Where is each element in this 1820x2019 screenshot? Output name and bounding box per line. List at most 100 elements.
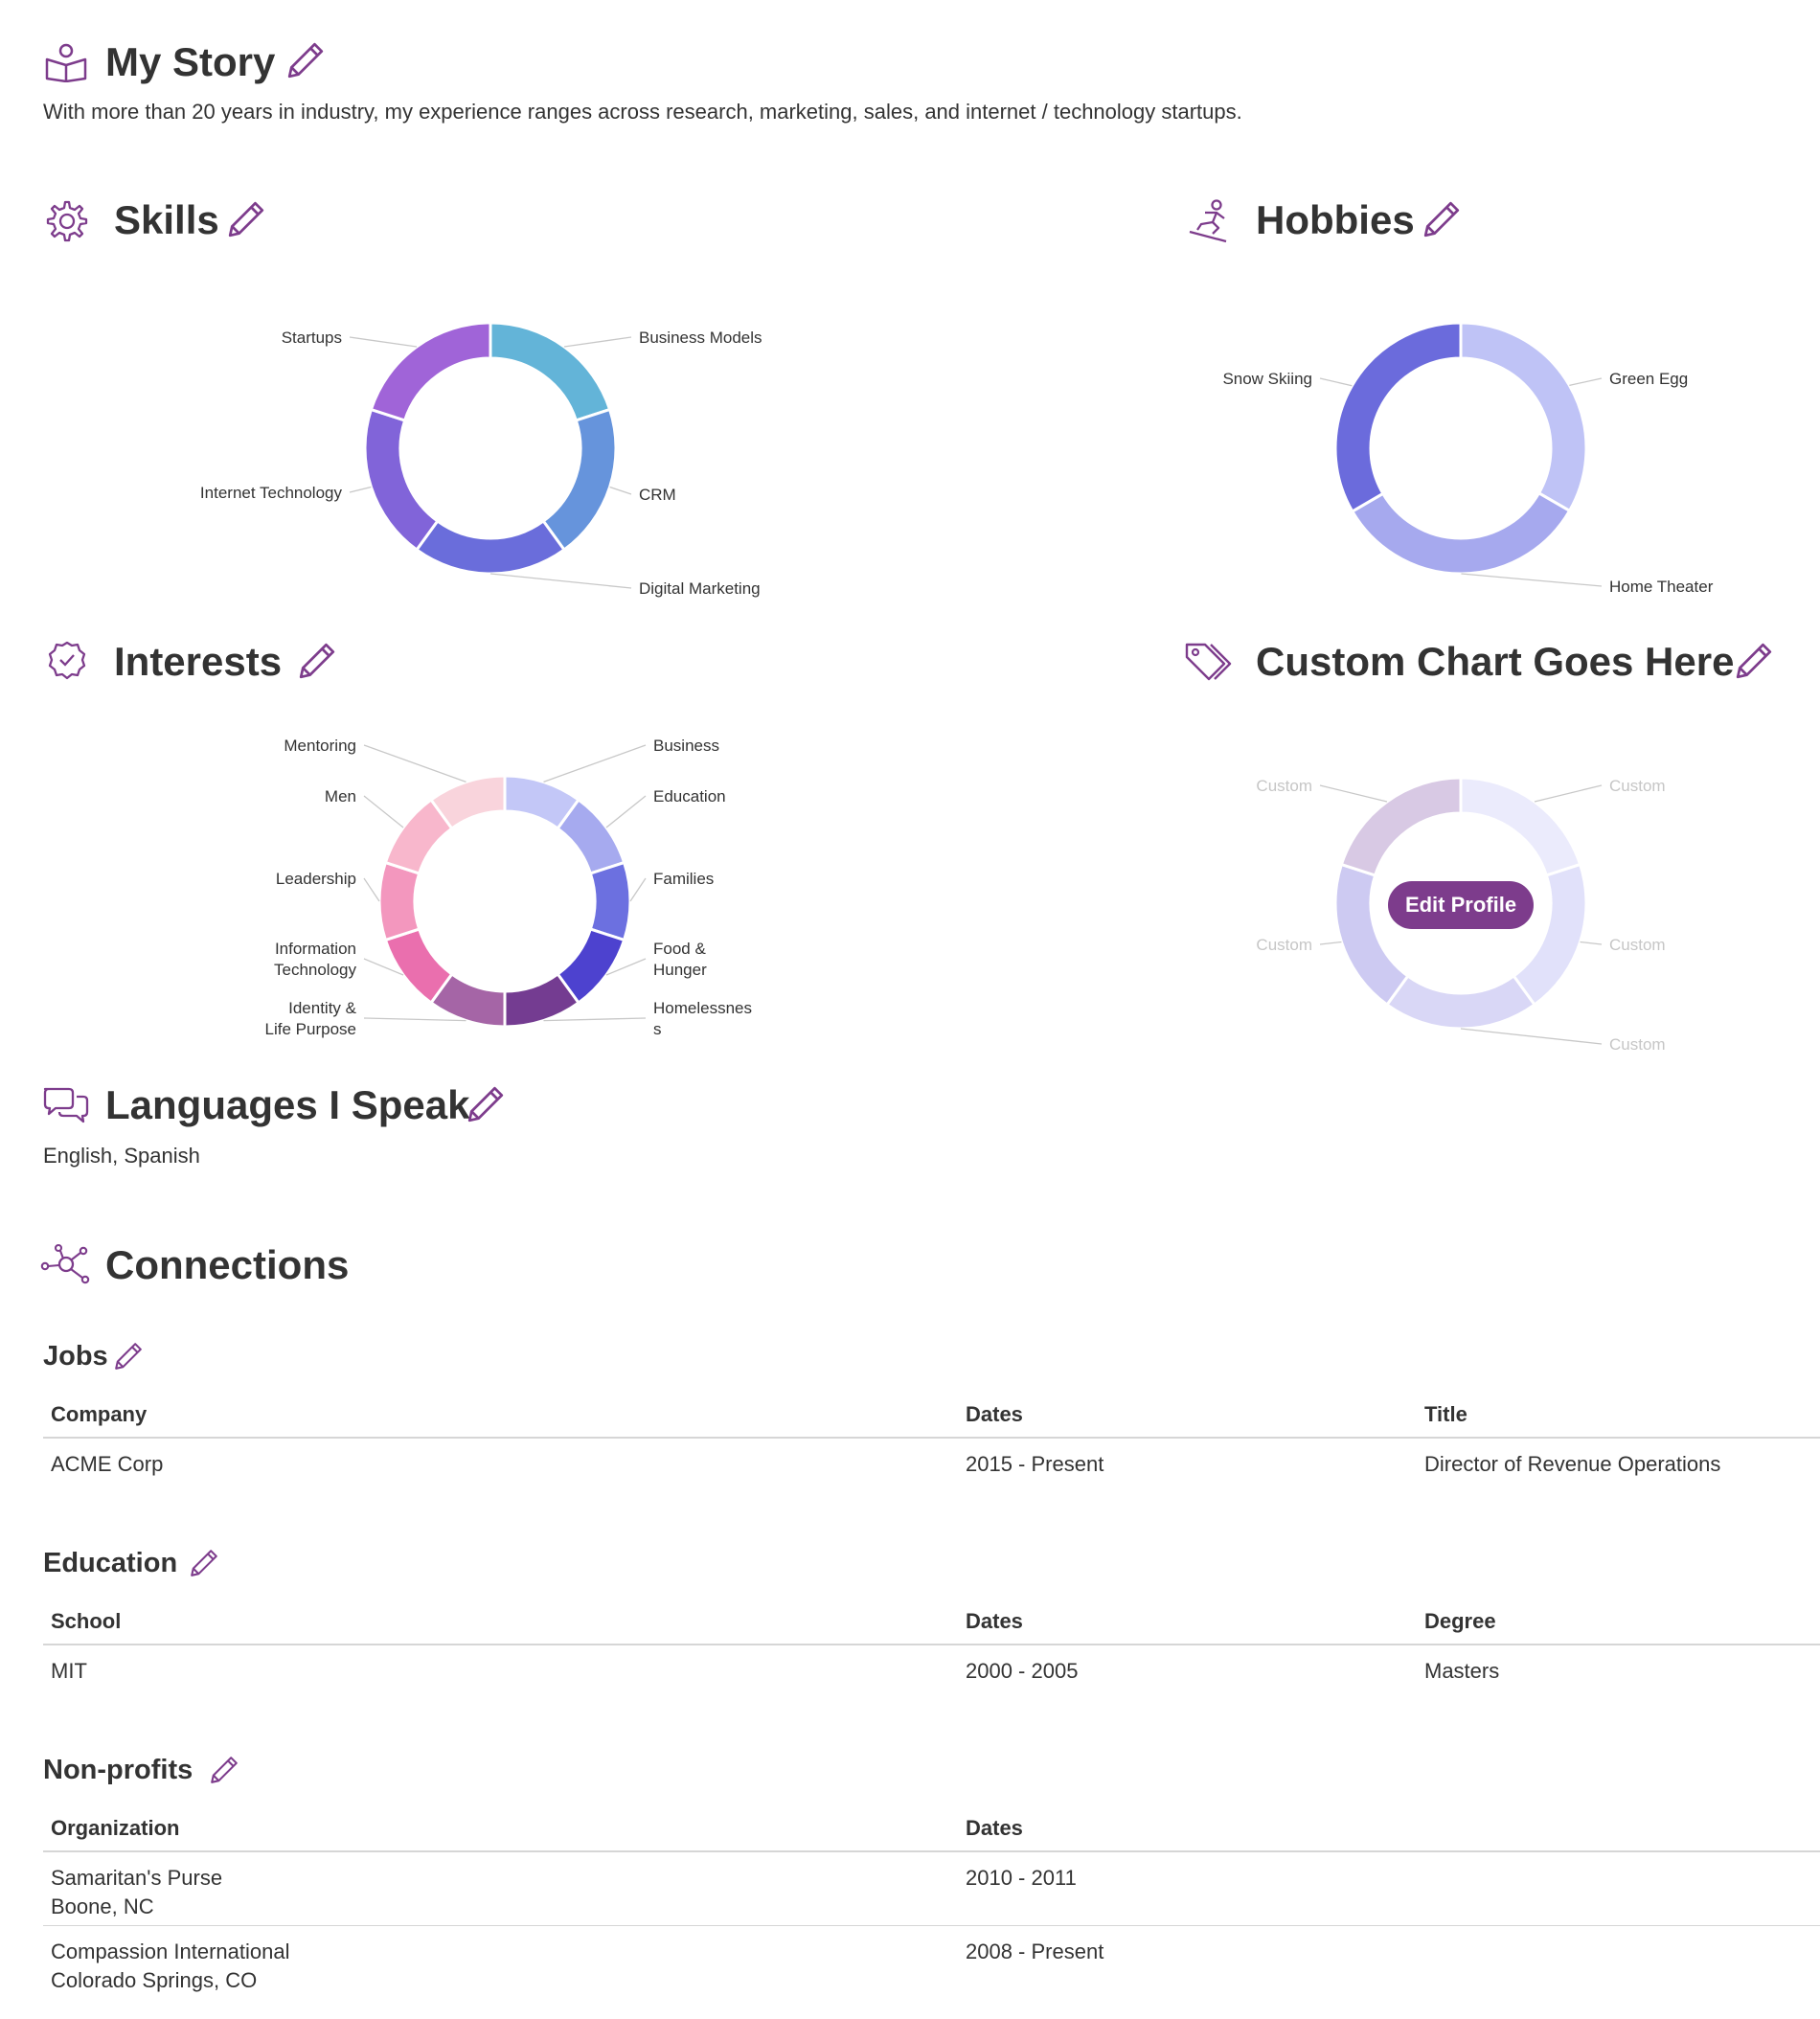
interests-title: Interests: [114, 639, 283, 684]
slice-label: Identity & Life Purpose: [265, 999, 357, 1038]
donut-slice: [377, 860, 421, 942]
label-leader-line: [363, 795, 404, 828]
job-dates: 2015 - Present: [966, 1452, 1104, 1476]
edit-languages-pencil-icon[interactable]: [466, 1084, 506, 1124]
donut-slice: [414, 518, 567, 576]
edit-jobs-pencil-icon[interactable]: [113, 1341, 144, 1372]
column-header-company: Company: [51, 1402, 148, 1426]
nonprofits-table: Organization Dates Samaritan's Purse Boo…: [43, 1806, 1820, 1999]
donut-slice: [428, 774, 507, 831]
donut-slice: [588, 860, 632, 942]
hobbies-title: Hobbies: [1256, 197, 1415, 242]
table-row: Samaritan's Purse Boone, NC 2010 - 2011: [43, 1852, 1820, 1926]
label-leader-line: [543, 744, 647, 783]
hobbies-donut-chart: Green Egg Home Theater Snow Skiing: [1222, 321, 1714, 596]
tags-icon: [1185, 643, 1232, 681]
donut-slice: [1384, 973, 1537, 1031]
education-school: MIT: [51, 1659, 87, 1683]
donut-slice: [541, 407, 618, 553]
label-leader-line: [349, 336, 418, 348]
connections-title: Connections: [105, 1242, 350, 1287]
languages-text: English, Spanish: [43, 1144, 200, 1168]
column-header-organization: Organization: [51, 1816, 180, 1840]
label-leader-line: [363, 1017, 466, 1022]
edit-hobbies-pencil-icon[interactable]: [1422, 199, 1462, 239]
badge-check-icon: [48, 641, 86, 680]
label-leader-line: [363, 958, 404, 976]
label-leader-line: [605, 958, 647, 976]
slice-label: Men: [325, 787, 356, 805]
slice-label: Business: [653, 737, 719, 755]
custom-chart-title: Custom Chart Goes Here: [1256, 639, 1735, 684]
table-header: School Dates Degree: [43, 1599, 1820, 1645]
table-row: MIT 2000 - 2005 Masters: [43, 1645, 1820, 1699]
jobs-title: Jobs: [43, 1341, 108, 1372]
slice-label: Food & Hunger: [653, 940, 707, 979]
slice-label: Custom: [1256, 936, 1312, 954]
column-header-degree: Degree: [1424, 1609, 1496, 1633]
column-header-title: Title: [1424, 1402, 1467, 1426]
donut-slice: [1333, 321, 1463, 514]
column-header-dates: Dates: [966, 1609, 1023, 1633]
edit-story-pencil-icon[interactable]: [285, 40, 326, 80]
slice-label: Snow Skiing: [1222, 370, 1312, 388]
label-leader-line: [349, 486, 372, 493]
gear-icon: [46, 200, 88, 242]
education-degree: Masters: [1424, 1659, 1500, 1683]
edit-education-pencil-icon[interactable]: [189, 1548, 219, 1578]
custom-donut-chart: Custom Custom Custom Custom Custom: [1256, 776, 1666, 1054]
label-leader-line: [1534, 784, 1603, 803]
slice-label: CRM: [639, 486, 676, 504]
donut-slice: [1339, 776, 1463, 877]
edit-nonprofits-pencil-icon[interactable]: [209, 1755, 239, 1785]
education-table: School Dates Degree MIT 2000 - 2005 Mast…: [43, 1599, 1820, 1699]
table-row: ACME Corp 2015 - Present Director of Rev…: [43, 1439, 1820, 1492]
job-company: ACME Corp: [51, 1452, 164, 1476]
slice-label: Custom: [1609, 936, 1666, 954]
slice-label: Business Models: [639, 329, 762, 347]
slice-label: Custom: [1609, 777, 1666, 795]
donut-slice: [1459, 776, 1582, 877]
edit-skills-pencil-icon[interactable]: [226, 199, 266, 239]
label-leader-line: [363, 877, 380, 902]
label-leader-line: [605, 795, 647, 828]
nonprofit-location: Boone, NC: [51, 1894, 154, 1918]
edit-interests-pencil-icon[interactable]: [297, 641, 337, 681]
label-leader-line: [1319, 377, 1353, 387]
nonprofits-title: Non-profits: [43, 1755, 193, 1785]
label-leader-line: [1319, 784, 1388, 803]
label-leader-line: [1461, 573, 1603, 587]
slice-label: Leadership: [276, 870, 356, 888]
table-header: Organization Dates: [43, 1806, 1820, 1852]
donut-slice: [1350, 490, 1572, 576]
label-leader-line: [563, 336, 632, 348]
slice-label: Information Technology: [274, 940, 357, 979]
label-leader-line: [363, 744, 466, 783]
donut-slice: [1459, 321, 1588, 513]
label-leader-line: [1580, 941, 1603, 945]
skier-icon: [1189, 199, 1227, 243]
book-reader-icon: [45, 43, 87, 82]
nonprofit-dates: 2010 - 2011: [966, 1866, 1077, 1890]
slice-label: Homelessnes s: [653, 999, 752, 1038]
slice-label: Internet Technology: [200, 484, 343, 502]
label-leader-line: [1460, 1028, 1603, 1045]
slice-label: Mentoring: [284, 737, 356, 755]
table-row: Compassion International Colorado Spring…: [43, 1926, 1820, 1999]
column-header-school: School: [51, 1609, 122, 1633]
column-header-dates: Dates: [966, 1402, 1023, 1426]
education-dates: 2000 - 2005: [966, 1659, 1079, 1683]
label-leader-line: [489, 573, 632, 589]
languages-title: Languages I Speak: [105, 1082, 470, 1127]
slice-label: Custom: [1256, 777, 1312, 795]
edit-profile-button[interactable]: Edit Profile: [1388, 881, 1534, 929]
label-leader-line: [629, 877, 647, 902]
nonprofit-name: Samaritan's Purse: [51, 1866, 223, 1890]
my-story-text: With more than 20 years in industry, my …: [43, 100, 1242, 124]
label-leader-line: [609, 486, 632, 495]
table-header: Company Dates Title: [43, 1393, 1820, 1439]
edit-custom-pencil-icon[interactable]: [1734, 641, 1774, 681]
jobs-table: Company Dates Title ACME Corp 2015 - Pre…: [43, 1393, 1820, 1492]
slice-label: Startups: [282, 329, 342, 347]
education-title: Education: [43, 1548, 178, 1578]
